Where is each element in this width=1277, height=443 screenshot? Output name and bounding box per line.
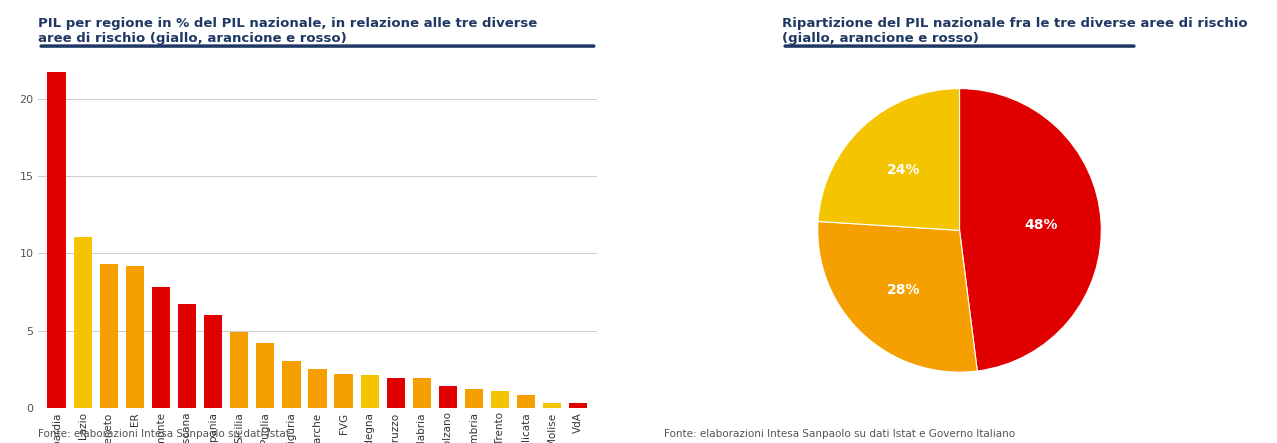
Bar — [204, 315, 222, 408]
Wedge shape — [959, 89, 1101, 371]
Bar — [439, 386, 457, 408]
Bar — [100, 264, 117, 408]
Bar — [360, 375, 379, 408]
Bar — [257, 343, 275, 408]
Bar — [152, 288, 170, 408]
Bar — [465, 389, 483, 408]
Text: Fonte: elaborazioni Intesa Sanpaolo su dati Istat e Governo Italiano: Fonte: elaborazioni Intesa Sanpaolo su d… — [664, 428, 1015, 439]
Text: 28%: 28% — [886, 283, 919, 297]
Bar — [74, 237, 92, 408]
Text: PIL per regione in % del PIL nazionale, in relazione alle tre diverse
aree di ri: PIL per regione in % del PIL nazionale, … — [38, 17, 538, 45]
Bar — [543, 403, 562, 408]
Bar — [230, 332, 248, 408]
Bar — [308, 369, 327, 408]
Bar — [517, 395, 535, 408]
Bar — [412, 378, 430, 408]
Bar — [387, 378, 405, 408]
Bar — [490, 391, 510, 408]
Bar — [282, 361, 300, 408]
Bar — [47, 72, 65, 408]
Text: 24%: 24% — [886, 163, 919, 178]
Bar — [125, 266, 144, 408]
Wedge shape — [819, 89, 959, 230]
Wedge shape — [817, 222, 977, 372]
Bar — [335, 373, 352, 408]
Bar — [570, 403, 587, 408]
Text: 48%: 48% — [1025, 218, 1059, 232]
Text: Ripartizione del PIL nazionale fra le tre diverse aree di rischio
(giallo, aranc: Ripartizione del PIL nazionale fra le tr… — [783, 17, 1248, 45]
Text: Fonte: elaborazioni Intesa Sanpaolo su dati Istat: Fonte: elaborazioni Intesa Sanpaolo su d… — [38, 428, 290, 439]
Bar — [178, 304, 197, 408]
